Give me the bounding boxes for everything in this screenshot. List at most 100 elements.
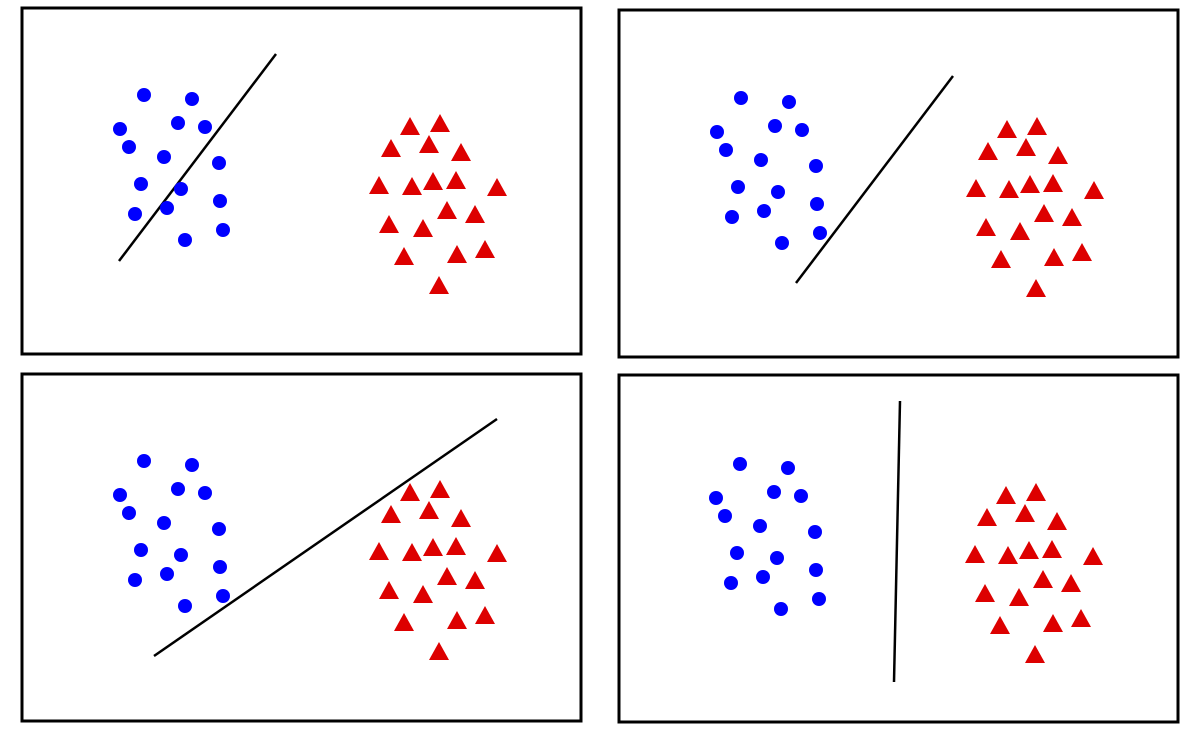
blue-dot bbox=[812, 592, 826, 606]
red-triangle bbox=[990, 616, 1010, 634]
red-triangle bbox=[465, 205, 485, 223]
red-triangle bbox=[413, 219, 433, 237]
red-triangle bbox=[1048, 146, 1068, 164]
red-triangle bbox=[1062, 208, 1082, 226]
red-triangle bbox=[1033, 570, 1053, 588]
blue-dot bbox=[808, 525, 822, 539]
blue-dot bbox=[782, 95, 796, 109]
blue-dot bbox=[122, 506, 136, 520]
red-triangle bbox=[475, 240, 495, 258]
red-triangle bbox=[379, 215, 399, 233]
red-triangle bbox=[423, 538, 443, 556]
blue-dot bbox=[171, 116, 185, 130]
red-triangle bbox=[402, 177, 422, 195]
red-triangle bbox=[1044, 248, 1064, 266]
red-triangle bbox=[1010, 222, 1030, 240]
blue-dot bbox=[185, 458, 199, 472]
red-triangle bbox=[1043, 614, 1063, 632]
blue-dot bbox=[725, 210, 739, 224]
red-triangle bbox=[991, 250, 1011, 268]
red-triangle bbox=[1071, 609, 1091, 627]
red-triangle bbox=[437, 567, 457, 585]
blue-dot bbox=[809, 159, 823, 173]
separator-line bbox=[153, 417, 498, 658]
blue-dot bbox=[767, 485, 781, 499]
blue-dot bbox=[137, 88, 151, 102]
red-triangle bbox=[965, 545, 985, 563]
red-triangle bbox=[394, 613, 414, 631]
red-triangle bbox=[1034, 204, 1054, 222]
red-triangle bbox=[1042, 540, 1062, 558]
blue-dot bbox=[809, 563, 823, 577]
blue-dot bbox=[212, 156, 226, 170]
red-triangle bbox=[1083, 547, 1103, 565]
blue-dot bbox=[730, 546, 744, 560]
blue-dot bbox=[813, 226, 827, 240]
red-triangle bbox=[430, 480, 450, 498]
red-triangle bbox=[1026, 483, 1046, 501]
blue-dot bbox=[733, 457, 747, 471]
red-triangle bbox=[1047, 512, 1067, 530]
red-triangle bbox=[966, 179, 986, 197]
blue-dot bbox=[724, 576, 738, 590]
blue-dot bbox=[134, 177, 148, 191]
red-triangle bbox=[487, 544, 507, 562]
panel-frame bbox=[617, 8, 1180, 359]
red-triangle bbox=[1043, 174, 1063, 192]
blue-dot bbox=[113, 122, 127, 136]
red-triangle bbox=[402, 543, 422, 561]
red-triangle bbox=[975, 584, 995, 602]
blue-dot bbox=[719, 143, 733, 157]
blue-dot bbox=[128, 207, 142, 221]
blue-dot bbox=[216, 223, 230, 237]
blue-dot bbox=[770, 551, 784, 565]
red-triangle bbox=[1019, 541, 1039, 559]
separator-line bbox=[795, 75, 954, 284]
red-triangle bbox=[429, 276, 449, 294]
red-triangle bbox=[465, 571, 485, 589]
red-triangle bbox=[976, 218, 996, 236]
red-triangle bbox=[413, 585, 433, 603]
separator-line bbox=[118, 53, 277, 262]
red-triangle bbox=[447, 611, 467, 629]
red-triangle bbox=[1072, 243, 1092, 261]
blue-dot bbox=[198, 120, 212, 134]
red-triangle bbox=[1061, 574, 1081, 592]
red-triangle bbox=[999, 180, 1019, 198]
blue-dot bbox=[178, 599, 192, 613]
red-triangle bbox=[1025, 645, 1045, 663]
red-triangle bbox=[400, 117, 420, 135]
blue-dot bbox=[185, 92, 199, 106]
red-triangle bbox=[1027, 117, 1047, 135]
red-triangle bbox=[446, 537, 466, 555]
red-triangle bbox=[1084, 181, 1104, 199]
blue-dot bbox=[771, 185, 785, 199]
blue-dot bbox=[709, 491, 723, 505]
blue-dot bbox=[794, 489, 808, 503]
blue-dot bbox=[775, 236, 789, 250]
blue-dot bbox=[753, 519, 767, 533]
red-triangle bbox=[430, 114, 450, 132]
red-triangle bbox=[419, 501, 439, 519]
blue-dot bbox=[213, 560, 227, 574]
red-triangle bbox=[998, 546, 1018, 564]
blue-dot bbox=[171, 482, 185, 496]
blue-dot bbox=[795, 123, 809, 137]
red-triangle bbox=[381, 505, 401, 523]
blue-dot bbox=[810, 197, 824, 211]
red-triangle bbox=[1026, 279, 1046, 297]
red-triangle bbox=[977, 508, 997, 526]
red-triangle bbox=[1015, 504, 1035, 522]
blue-dot bbox=[137, 454, 151, 468]
red-triangle bbox=[1009, 588, 1029, 606]
blue-dot bbox=[213, 194, 227, 208]
blue-dot bbox=[768, 119, 782, 133]
red-triangle bbox=[381, 139, 401, 157]
blue-dot bbox=[113, 488, 127, 502]
blue-dot bbox=[734, 91, 748, 105]
panel-frame bbox=[617, 373, 1180, 724]
blue-dot bbox=[774, 602, 788, 616]
blue-dot bbox=[212, 522, 226, 536]
red-triangle bbox=[1020, 175, 1040, 193]
